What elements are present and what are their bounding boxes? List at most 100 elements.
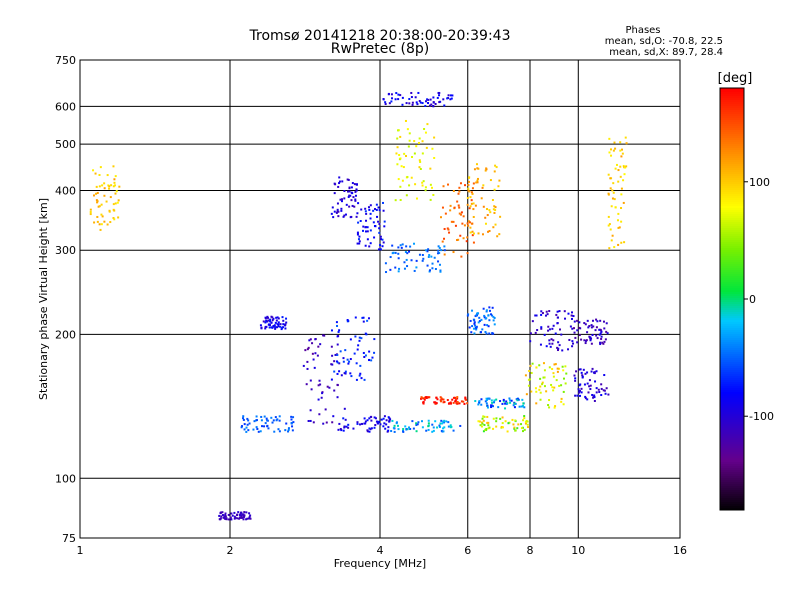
data-point bbox=[524, 374, 527, 377]
data-point bbox=[442, 430, 445, 433]
data-point bbox=[610, 239, 613, 242]
x-tick-labels: 1 2 4 6 8 10 16 bbox=[77, 544, 688, 557]
data-point bbox=[304, 349, 307, 352]
data-point bbox=[349, 338, 352, 341]
data-point bbox=[260, 419, 263, 422]
data-point bbox=[302, 364, 305, 367]
data-point bbox=[363, 355, 366, 358]
data-point bbox=[419, 101, 422, 104]
data-point bbox=[403, 261, 406, 264]
data-point bbox=[435, 396, 438, 399]
data-point bbox=[277, 317, 280, 320]
data-point bbox=[472, 182, 475, 185]
data-point bbox=[334, 183, 337, 186]
data-point bbox=[377, 421, 380, 424]
data-point bbox=[343, 214, 346, 217]
data-point bbox=[523, 428, 526, 431]
data-point bbox=[607, 173, 610, 176]
data-point bbox=[472, 208, 475, 211]
colorbar-segment bbox=[720, 240, 744, 243]
data-point bbox=[356, 231, 359, 234]
data-point bbox=[467, 187, 470, 190]
data-point bbox=[457, 238, 460, 241]
colorbar-segment bbox=[720, 262, 744, 265]
colorbar-segment bbox=[720, 472, 744, 475]
data-point bbox=[484, 222, 487, 225]
data-point bbox=[535, 366, 538, 369]
data-point bbox=[366, 319, 369, 322]
data-point bbox=[466, 203, 469, 206]
data-point bbox=[486, 324, 489, 327]
data-point bbox=[567, 348, 570, 351]
data-point bbox=[247, 419, 250, 422]
data-point bbox=[452, 251, 455, 254]
data-point bbox=[384, 427, 387, 430]
data-point bbox=[405, 428, 408, 431]
data-point bbox=[574, 336, 577, 339]
data-point bbox=[399, 135, 402, 138]
data-point bbox=[388, 102, 391, 105]
data-point bbox=[548, 366, 551, 369]
data-point bbox=[399, 244, 402, 247]
colorbar-segment bbox=[720, 504, 744, 507]
data-point bbox=[513, 427, 516, 430]
data-point bbox=[385, 271, 388, 274]
data-point bbox=[264, 422, 267, 425]
data-point bbox=[556, 322, 559, 325]
data-point bbox=[432, 429, 435, 432]
data-point bbox=[326, 385, 329, 388]
data-point bbox=[355, 215, 358, 218]
data-point bbox=[489, 179, 492, 182]
data-point bbox=[270, 321, 273, 324]
data-point bbox=[369, 217, 372, 220]
data-point bbox=[281, 316, 284, 319]
data-point bbox=[219, 511, 222, 514]
data-point bbox=[419, 168, 422, 171]
data-point bbox=[556, 310, 559, 313]
data-point bbox=[485, 309, 488, 312]
data-point bbox=[427, 428, 430, 431]
data-point bbox=[383, 415, 386, 418]
data-point bbox=[456, 396, 459, 399]
data-point bbox=[284, 429, 287, 432]
data-point bbox=[581, 375, 584, 378]
data-point bbox=[588, 325, 591, 328]
data-point bbox=[365, 219, 368, 222]
data-point bbox=[485, 399, 488, 402]
colorbar-segment bbox=[720, 302, 744, 305]
data-point bbox=[366, 419, 369, 422]
data-point bbox=[554, 363, 557, 366]
colorbar-segment bbox=[720, 284, 744, 287]
colorbar-segment bbox=[720, 234, 744, 237]
data-point bbox=[401, 179, 404, 182]
data-point bbox=[454, 224, 457, 227]
data-point bbox=[535, 314, 538, 317]
colorbar-segment bbox=[720, 376, 744, 379]
data-point bbox=[265, 319, 268, 322]
data-point bbox=[344, 213, 347, 216]
data-point bbox=[89, 213, 92, 216]
data-point bbox=[559, 328, 562, 331]
data-point bbox=[103, 182, 106, 185]
data-point bbox=[309, 419, 312, 422]
data-point bbox=[430, 255, 433, 258]
data-point bbox=[230, 512, 233, 515]
colorbar-segment bbox=[720, 414, 744, 417]
colorbar-segment bbox=[720, 450, 744, 453]
data-point bbox=[397, 270, 400, 273]
data-point bbox=[451, 94, 454, 97]
colorbar-segment bbox=[720, 470, 744, 473]
data-point bbox=[331, 363, 334, 366]
data-point bbox=[421, 181, 424, 184]
data-point bbox=[475, 314, 478, 317]
data-point bbox=[534, 314, 537, 317]
colorbar-segment bbox=[720, 498, 744, 501]
data-point bbox=[488, 319, 491, 322]
data-point bbox=[415, 259, 418, 262]
data-point bbox=[347, 190, 350, 193]
data-point bbox=[448, 231, 451, 234]
colorbar-segment bbox=[720, 216, 744, 219]
colorbar-segment bbox=[720, 306, 744, 309]
